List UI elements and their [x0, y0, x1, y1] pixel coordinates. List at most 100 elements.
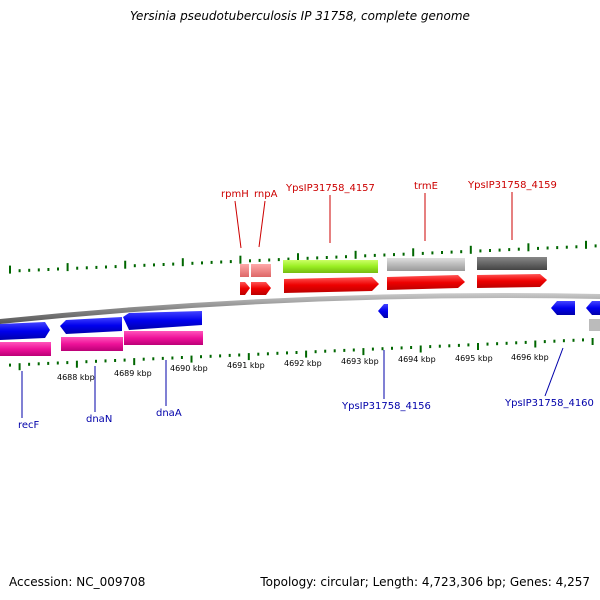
rnpA-cds-arrow	[251, 282, 271, 295]
scale-tick-label: 4694 kbp	[398, 355, 436, 364]
lower-tick-mark	[400, 346, 403, 350]
upper-tick-mark	[47, 268, 50, 271]
backbone-end-gray-block	[589, 319, 600, 331]
lower-tick-mark	[467, 343, 470, 347]
upper-tick-mark	[95, 265, 98, 269]
lower-tick-mark	[257, 352, 260, 356]
edge-cds-arrow	[586, 301, 600, 315]
lower-tick-mark	[486, 342, 489, 346]
rpmH-leader-line	[234, 200, 242, 249]
upper-tick-mark	[258, 258, 261, 262]
lower-tick-mark	[161, 356, 164, 360]
upper-tick-mark	[469, 245, 472, 254]
lower-tick-mark	[104, 359, 107, 363]
upper-tick-mark	[412, 248, 415, 257]
upper-tick-mark	[354, 250, 357, 259]
YpsIP31758_4157-gene-feature	[283, 260, 378, 273]
lower-tick-mark	[496, 342, 499, 346]
lower-tick-mark	[190, 355, 193, 363]
lower-tick-row	[9, 338, 594, 371]
lower-tick-mark	[343, 348, 346, 352]
lower-tick-mark	[324, 349, 327, 353]
upper-tick-mark	[297, 253, 299, 262]
reverse-feature-row	[0, 331, 203, 356]
upper-tick-mark	[239, 255, 242, 264]
upper-tick-mark	[421, 251, 424, 255]
forward-gene-labels: rpmH rnpA YpsIP31758_4157 trmE YpsIP31758_41…	[221, 180, 557, 249]
recF-cds-arrow	[0, 322, 50, 340]
lower-tick-mark	[391, 346, 393, 350]
lower-tick-mark	[66, 361, 69, 365]
upper-tick-mark	[181, 258, 184, 267]
lower-tick-mark	[9, 363, 11, 367]
YpsIP31758_4156-cds-arrow	[378, 304, 388, 318]
dnaA-label: dnaA	[156, 408, 182, 419]
scale-tick-label: 4695 kbp	[455, 354, 493, 363]
recF-label: recF	[18, 420, 40, 431]
genome-backbone	[0, 293, 600, 324]
reverse-cds-row	[0, 301, 600, 340]
lower-tick-mark	[238, 353, 241, 357]
lower-tick-mark	[228, 353, 231, 357]
upper-tick-mark	[402, 252, 405, 256]
upper-tick-mark	[18, 269, 21, 273]
upper-tick-mark	[498, 248, 501, 252]
rpmH-label: rpmH	[221, 189, 249, 200]
upper-tick-mark	[527, 243, 530, 252]
upper-tick-mark	[537, 246, 539, 250]
accession-text: Accession: NC_009708	[9, 575, 146, 589]
upper-tick-mark	[364, 254, 367, 258]
upper-tick-mark	[489, 249, 491, 252]
upper-tick-mark	[565, 245, 568, 249]
lower-tick-mark	[123, 358, 126, 362]
YpsIP31758_4157-label: YpsIP31758_4157	[285, 183, 375, 194]
lower-tick-mark	[180, 356, 183, 359]
trmE-gene-feature	[387, 258, 465, 271]
topology-text: Topology: circular; Length: 4,723,306 bp…	[260, 575, 590, 589]
upper-tick-mark	[450, 250, 453, 254]
upper-tick-mark	[220, 260, 223, 264]
upper-tick-mark	[517, 247, 520, 251]
upper-tick-mark	[431, 251, 434, 255]
upper-tick-mark	[124, 260, 127, 269]
upper-tick-mark	[316, 256, 319, 260]
YpsIP31758_4159-label: YpsIP31758_4159	[467, 180, 557, 191]
upper-tick-mark	[153, 263, 155, 267]
upper-tick-mark	[172, 262, 175, 266]
lower-tick-mark	[286, 351, 288, 355]
upper-tick-mark	[162, 263, 165, 266]
upper-tick-mark	[441, 251, 443, 254]
scale-tick-label: 4690 kbp	[170, 364, 208, 373]
lower-tick-mark	[524, 340, 527, 344]
lower-tick-mark	[543, 340, 546, 344]
upper-tick-mark	[133, 264, 136, 268]
lower-tick-mark	[410, 346, 413, 349]
upper-tick-mark	[66, 263, 69, 272]
YpsIP31758_4160-cds-arrow	[551, 301, 575, 315]
lower-tick-mark	[562, 339, 565, 343]
upper-tick-mark	[306, 256, 309, 260]
lower-tick-mark	[582, 338, 584, 342]
upper-tick-mark	[594, 244, 597, 248]
upper-tick-mark	[585, 240, 587, 249]
lower-tick-mark	[276, 351, 279, 355]
upper-tick-mark	[373, 253, 376, 257]
dnaN-feature	[61, 337, 123, 351]
lower-tick-mark	[419, 345, 422, 353]
dnaA-feature	[124, 331, 203, 345]
lower-tick-mark	[95, 359, 97, 363]
lower-tick-mark	[75, 360, 78, 368]
upper-tick-mark	[9, 265, 11, 274]
upper-tick-mark	[201, 261, 203, 265]
lower-tick-mark	[247, 353, 250, 361]
lower-tick-mark	[314, 350, 317, 354]
lower-tick-mark	[448, 344, 451, 348]
scale-tick-label: 4692 kbp	[284, 359, 322, 368]
rnpA-rna-feature	[251, 264, 271, 277]
upper-tick-mark	[556, 246, 559, 250]
lower-tick-mark	[200, 355, 202, 359]
lower-tick-mark	[457, 343, 460, 347]
upper-tick-mark	[105, 265, 107, 269]
lower-tick-mark	[142, 357, 145, 361]
